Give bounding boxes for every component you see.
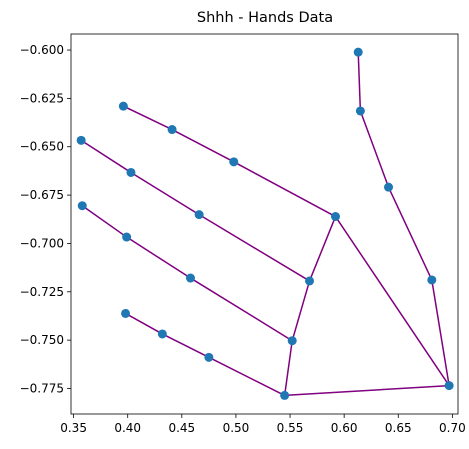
y-tick-label: −0.625 bbox=[20, 91, 64, 105]
x-tick-label: 0.45 bbox=[168, 421, 195, 435]
landmark-point-17 bbox=[280, 390, 290, 400]
x-tick-label: 0.40 bbox=[114, 421, 141, 435]
skeleton-segment-12 bbox=[291, 280, 311, 341]
skeleton-segment-10 bbox=[130, 171, 200, 216]
landmark-point-14 bbox=[185, 273, 195, 283]
skeleton-segment-0 bbox=[431, 279, 450, 386]
plot-frame bbox=[70, 33, 459, 415]
skeleton-segment-17 bbox=[208, 356, 285, 397]
landmark-point-11 bbox=[126, 167, 136, 177]
y-axis: −0.600 −0.625 −0.650 −0.675 −0.700 −0.725 −0.7… bbox=[20, 43, 71, 395]
x-tick-label: 0.70 bbox=[439, 421, 466, 435]
landmark-point-10 bbox=[194, 210, 204, 220]
x-tick-label: 0.35 bbox=[60, 421, 87, 435]
skeleton-segment-5 bbox=[233, 161, 336, 218]
skeleton-segment-18 bbox=[162, 333, 210, 359]
skeleton-segment-1 bbox=[387, 186, 433, 281]
y-tick-label: −0.725 bbox=[20, 285, 64, 299]
skeleton-segment-15 bbox=[81, 205, 128, 238]
landmark-point-20 bbox=[121, 308, 131, 318]
skeleton-segment-14 bbox=[126, 236, 191, 279]
y-tick-label: −0.600 bbox=[20, 43, 64, 57]
skeleton-segment-4 bbox=[334, 216, 450, 386]
y-tick-label: −0.675 bbox=[20, 188, 64, 202]
skeleton-segment-8 bbox=[308, 216, 337, 282]
skeleton-segment-16 bbox=[283, 340, 293, 396]
landmark-point-1 bbox=[427, 275, 437, 285]
landmark-point-2 bbox=[384, 182, 394, 192]
landmark-point-0 bbox=[444, 381, 454, 391]
skeleton-segment-9 bbox=[198, 213, 310, 282]
landmark-point-12 bbox=[76, 135, 86, 145]
landmark-point-7 bbox=[167, 125, 177, 135]
hand-landmark-points bbox=[76, 47, 454, 400]
x-tick-label: 0.50 bbox=[223, 421, 250, 435]
skeleton-segment-6 bbox=[171, 128, 235, 163]
skeleton-segment-3 bbox=[357, 52, 362, 111]
landmark-point-16 bbox=[77, 201, 87, 211]
y-tick-label: −0.650 bbox=[20, 140, 64, 154]
x-tick-label: 0.55 bbox=[277, 421, 304, 435]
y-tick-label: −0.775 bbox=[20, 381, 64, 395]
landmark-point-9 bbox=[305, 276, 315, 286]
x-axis: 0.35 0.40 0.45 0.50 0.55 0.60 0.65 0.70 bbox=[60, 414, 466, 435]
x-tick-label: 0.60 bbox=[331, 421, 358, 435]
landmark-point-3 bbox=[355, 106, 365, 116]
landmark-point-5 bbox=[330, 212, 340, 222]
chart-title: Shhh - Hands Data bbox=[197, 10, 333, 26]
x-tick-label: 0.65 bbox=[385, 421, 412, 435]
skeleton-segment-11 bbox=[80, 139, 132, 174]
skeleton-segment-19 bbox=[125, 312, 163, 335]
skeleton-segment-20 bbox=[284, 384, 450, 397]
landmark-point-15 bbox=[122, 232, 132, 242]
y-tick-label: −0.700 bbox=[20, 236, 64, 250]
skeleton-segment-2 bbox=[359, 110, 390, 188]
landmark-point-18 bbox=[204, 352, 214, 362]
landmark-point-6 bbox=[229, 157, 239, 167]
landmark-point-8 bbox=[118, 101, 128, 111]
landmark-point-13 bbox=[287, 336, 297, 346]
landmark-point-4 bbox=[353, 47, 363, 57]
landmark-point-19 bbox=[157, 329, 167, 339]
skeleton-segment-7 bbox=[123, 105, 173, 131]
y-tick-label: −0.750 bbox=[20, 333, 64, 347]
skeleton-segment-13 bbox=[190, 277, 293, 342]
hand-skeleton-lines bbox=[80, 52, 450, 397]
